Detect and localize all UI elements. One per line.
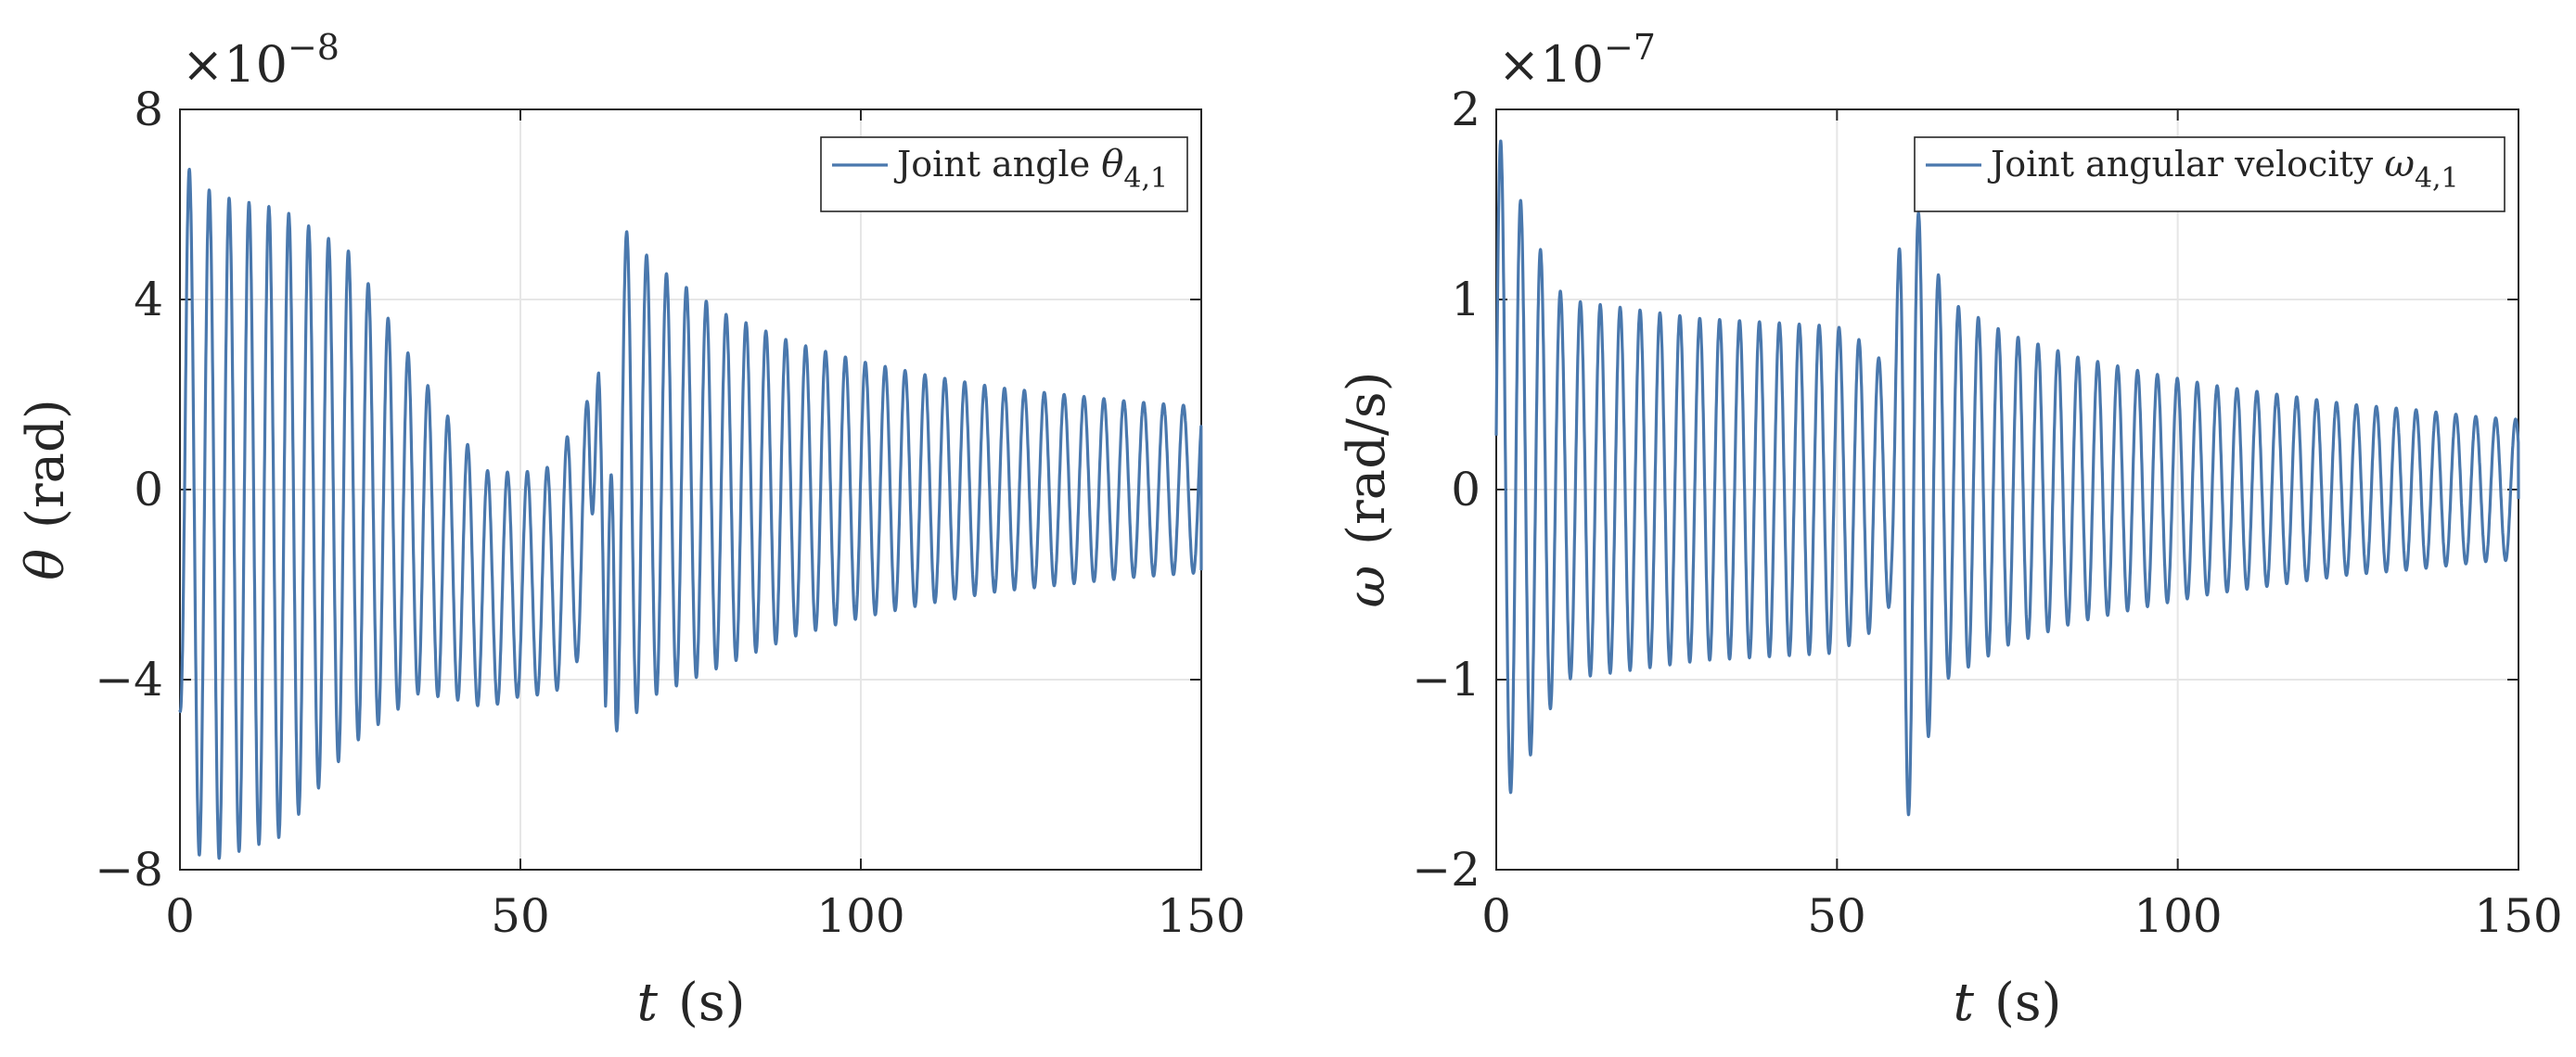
xtick-label-0: 0 — [165, 889, 195, 943]
ytick-label-8: 8 — [134, 83, 163, 136]
ytick-label-2: 2 — [1451, 83, 1480, 136]
ytick-label-neg2: −2 — [1412, 843, 1480, 897]
legend-label: Joint angular velocity ω4,1 — [1987, 143, 2459, 195]
legend: Joint angle θ4,1 — [820, 136, 1188, 212]
xtick-label-100: 100 — [816, 889, 904, 943]
chart-joint-angle: 0 50 100 150 −8 −4 0 4 8 ×10−8 t (s) θ(ra… — [16, 27, 1246, 1033]
y-exponent-label: ×10−8 — [182, 27, 340, 94]
y-exponent-label: ×10−7 — [1498, 27, 1656, 94]
x-axis-label: t (s) — [1954, 973, 2062, 1033]
x-axis-label: t (s) — [637, 973, 746, 1033]
y-exponent-base: ×10 — [1498, 35, 1604, 94]
legend-box — [1914, 136, 2506, 212]
y-exponent-base: ×10 — [182, 35, 288, 94]
series-line-joint-angle — [178, 167, 1203, 860]
ytick-label-0: 0 — [1451, 463, 1480, 516]
svg-text:×10−8: ×10−8 — [182, 27, 340, 94]
xtick-label-150: 150 — [1157, 889, 1245, 943]
legend-box — [820, 136, 1188, 212]
y-axis-label: θ(rad) — [16, 399, 76, 579]
svg-text:×10−7: ×10−7 — [1498, 27, 1656, 94]
ytick-label-4: 4 — [134, 273, 163, 326]
xtick-label-100: 100 — [2134, 889, 2222, 943]
y-exponent-power: −7 — [1604, 27, 1656, 68]
xtick-label-50: 50 — [491, 889, 550, 943]
ytick-label-0: 0 — [134, 463, 163, 516]
xtick-label-0: 0 — [1481, 889, 1511, 943]
y-exponent-power: −8 — [288, 27, 340, 68]
y-axis-label: ω(rad/s) — [1337, 372, 1397, 608]
ytick-label-1: 1 — [1451, 273, 1480, 326]
chart-joint-angular-velocity: 0 50 100 150 −2 −1 0 1 2 ×10−7 t (s) ω(ra… — [1337, 27, 2563, 1033]
gridlines — [1496, 109, 2518, 870]
legend-label: Joint angle θ4,1 — [893, 143, 1168, 195]
tick-marks — [1495, 108, 2519, 871]
legend: Joint angular velocity ω4,1 — [1914, 136, 2506, 212]
tick-marks — [179, 108, 1202, 871]
series-line-joint-angular-velocity — [1494, 139, 2520, 817]
xtick-label-50: 50 — [1807, 889, 1866, 943]
xtick-label-150: 150 — [2474, 889, 2562, 943]
ytick-label-neg8: −8 — [95, 843, 163, 897]
ytick-label-neg1: −1 — [1412, 653, 1480, 707]
ytick-label-neg4: −4 — [95, 653, 163, 707]
